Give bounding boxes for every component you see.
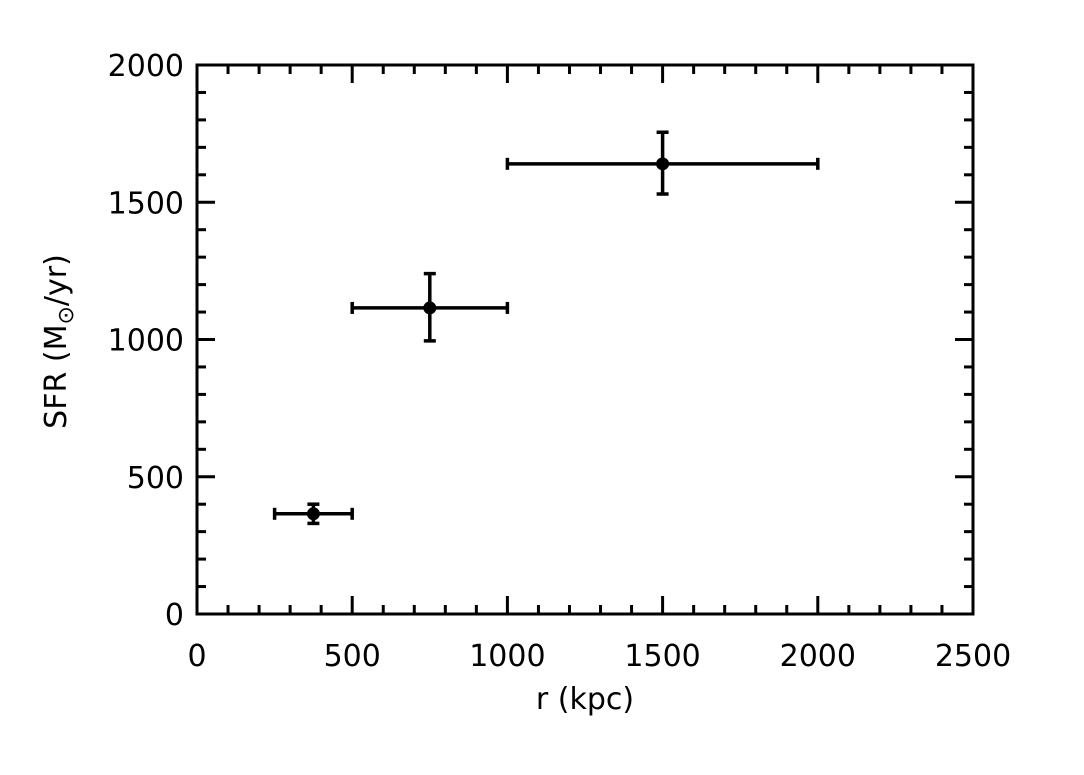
x-tick-label: 0 — [187, 639, 206, 674]
svg-text:SFR (M⊙/yr): SFR (M⊙/yr) — [39, 254, 79, 429]
x-tick-label: 500 — [324, 639, 381, 674]
point-marker — [656, 157, 670, 171]
sun-symbol: ⊙ — [54, 306, 79, 324]
y-tick-label: 0 — [165, 598, 184, 633]
point-marker — [423, 301, 437, 315]
y-axis-title-suffix: /yr) — [39, 254, 74, 306]
axis-ticks — [195, 63, 975, 616]
x-axis-title: r (kpc) — [536, 682, 634, 717]
data-point — [505, 130, 820, 196]
y-axis-title-prefix: SFR (M — [39, 325, 74, 429]
x-tick-label: 1000 — [469, 639, 545, 674]
x-tick-label: 1500 — [624, 639, 700, 674]
y-tick-label: 500 — [127, 461, 184, 496]
y-tick-label: 2000 — [108, 49, 184, 84]
y-axis-title: SFR (M⊙/yr) — [39, 254, 79, 429]
data-points — [272, 130, 820, 526]
y-tick-labels: 0 500 1000 1500 2000 — [108, 49, 184, 633]
y-tick-label: 1500 — [108, 186, 184, 221]
x-tick-label: 2500 — [935, 639, 1011, 674]
data-point — [350, 271, 510, 343]
x-tick-labels: 0 500 1000 1500 2000 2500 — [187, 639, 1011, 674]
point-marker — [306, 507, 320, 521]
y-tick-label: 1000 — [108, 324, 184, 359]
x-tick-label: 2000 — [780, 639, 856, 674]
plot-frame — [195, 63, 975, 616]
data-point — [272, 502, 354, 526]
